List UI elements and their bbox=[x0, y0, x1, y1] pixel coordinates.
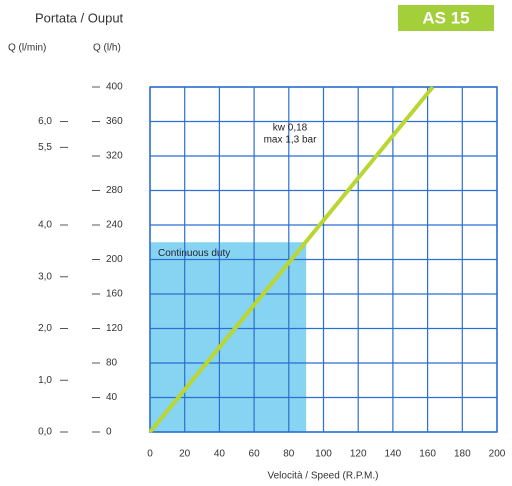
y-tick-label: 320 bbox=[106, 151, 123, 162]
x-tick-label: 180 bbox=[454, 449, 471, 460]
plot-border bbox=[149, 86, 498, 433]
y-tick-label: 0 bbox=[106, 427, 112, 438]
y-tick-label: 80 bbox=[106, 358, 118, 369]
x-tick-label: 80 bbox=[283, 449, 295, 460]
flow-line bbox=[148, 85, 435, 434]
annotation: max 1,3 bar bbox=[264, 135, 317, 146]
x-tick-label: 160 bbox=[419, 449, 436, 460]
y2-tick-label: 0,0 bbox=[38, 427, 52, 438]
y2-tick-label: 5,5 bbox=[38, 142, 52, 153]
x-tick-label: 140 bbox=[385, 449, 402, 460]
y2-tick-label: 6,0 bbox=[38, 116, 52, 127]
x-tick-label: 120 bbox=[350, 449, 367, 460]
y-tick-label: 400 bbox=[106, 82, 123, 93]
y2-tick-label: 3,0 bbox=[38, 271, 52, 282]
y-tick-label: 280 bbox=[106, 185, 123, 196]
y-tick-label: 160 bbox=[106, 289, 123, 300]
y2-axis-label: Q (l/min) bbox=[8, 43, 46, 54]
x-tick-label: 100 bbox=[315, 449, 332, 460]
x-axis-label: Velocità / Speed (R.P.M.) bbox=[268, 471, 379, 482]
y2-tick-label: 2,0 bbox=[38, 323, 52, 334]
x-tick-label: 40 bbox=[214, 449, 226, 460]
annotation: kw 0,18 bbox=[273, 123, 308, 134]
chart-title: Portata / Ouput bbox=[35, 10, 124, 25]
region-label: Continuous duty bbox=[158, 248, 230, 259]
y2-tick-label: 1,0 bbox=[38, 375, 52, 386]
y-tick-label: 40 bbox=[106, 392, 118, 403]
y-tick-label: 240 bbox=[106, 220, 123, 231]
x-tick-label: 60 bbox=[249, 449, 261, 460]
y-tick-label: 120 bbox=[106, 323, 123, 334]
y-tick-label: 200 bbox=[106, 254, 123, 265]
y-axis-label: Q (l/h) bbox=[93, 43, 121, 54]
badge-bg bbox=[398, 5, 494, 31]
y2-tick-label: 4,0 bbox=[38, 220, 52, 231]
badge: AS 15 bbox=[422, 8, 469, 27]
x-tick-label: 20 bbox=[179, 449, 191, 460]
y-tick-label: 360 bbox=[106, 116, 123, 127]
x-tick-label: 0 bbox=[147, 449, 153, 460]
x-tick-label: 200 bbox=[489, 449, 506, 460]
